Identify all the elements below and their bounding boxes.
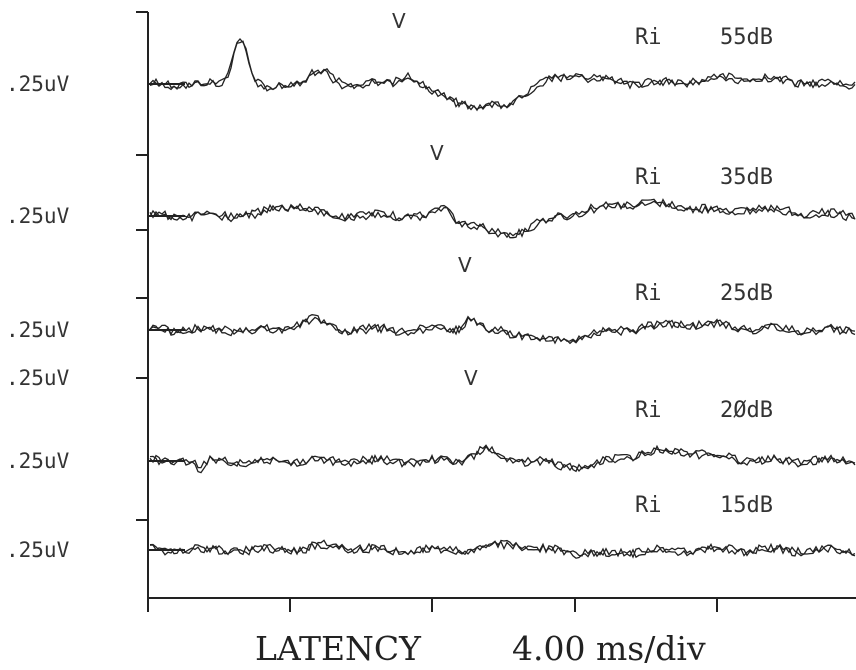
waveform-traces (148, 38, 856, 559)
trace-level-label: 55dB (720, 25, 773, 50)
trace-level-label: 25dB (720, 281, 773, 306)
waveform-trace (149, 38, 856, 110)
wave-v-marker: V (392, 9, 406, 33)
x-axis-label: LATENCY (255, 629, 422, 668)
amplitude-scale-label: .25uV (6, 538, 70, 562)
trace-ear-label: Ri (635, 25, 662, 50)
amplitude-scale-label: .25uV (6, 366, 70, 390)
wave-v-marker: V (430, 141, 444, 165)
waveform-trace (149, 444, 856, 473)
trace-ear-label: Ri (635, 281, 662, 306)
trace-labels: Ri 55dB Ri 35dB Ri 25dB Ri 2ØdB Ri 15dB (635, 25, 773, 518)
amplitude-scale-label: .25uV (6, 72, 70, 96)
wave-v-markers: V V V V (392, 9, 478, 390)
trace-ear-label: Ri (635, 398, 662, 423)
wave-v-marker: V (464, 366, 478, 390)
amplitude-scale-label: .25uV (6, 318, 70, 342)
waveform-trace (149, 444, 856, 474)
waveform-trace (149, 314, 856, 345)
waveform-trace (149, 315, 856, 345)
amplitude-scale-label: .25uV (6, 204, 70, 228)
waveform-trace (149, 540, 856, 559)
y-axis-ticks (136, 11, 148, 521)
trace-ear-label: Ri (635, 493, 662, 518)
trace-level-label: 35dB (720, 165, 773, 190)
waveform-trace (149, 539, 856, 559)
wave-v-marker: V (458, 253, 472, 277)
waveform-trace (149, 198, 856, 239)
x-axis-scale-label: 4.00 ms/div (512, 629, 706, 668)
trace-level-label: 15dB (720, 493, 773, 518)
waveform-trace (149, 198, 856, 239)
x-axis-ticks (147, 598, 718, 612)
amplitude-scale-label: .25uV (6, 449, 70, 473)
amplitude-labels: .25uV .25uV .25uV .25uV .25uV .25uV (6, 72, 70, 562)
waveform-trace (149, 40, 856, 112)
trace-level-label: 2ØdB (720, 398, 773, 423)
trace-ear-label: Ri (635, 165, 662, 190)
